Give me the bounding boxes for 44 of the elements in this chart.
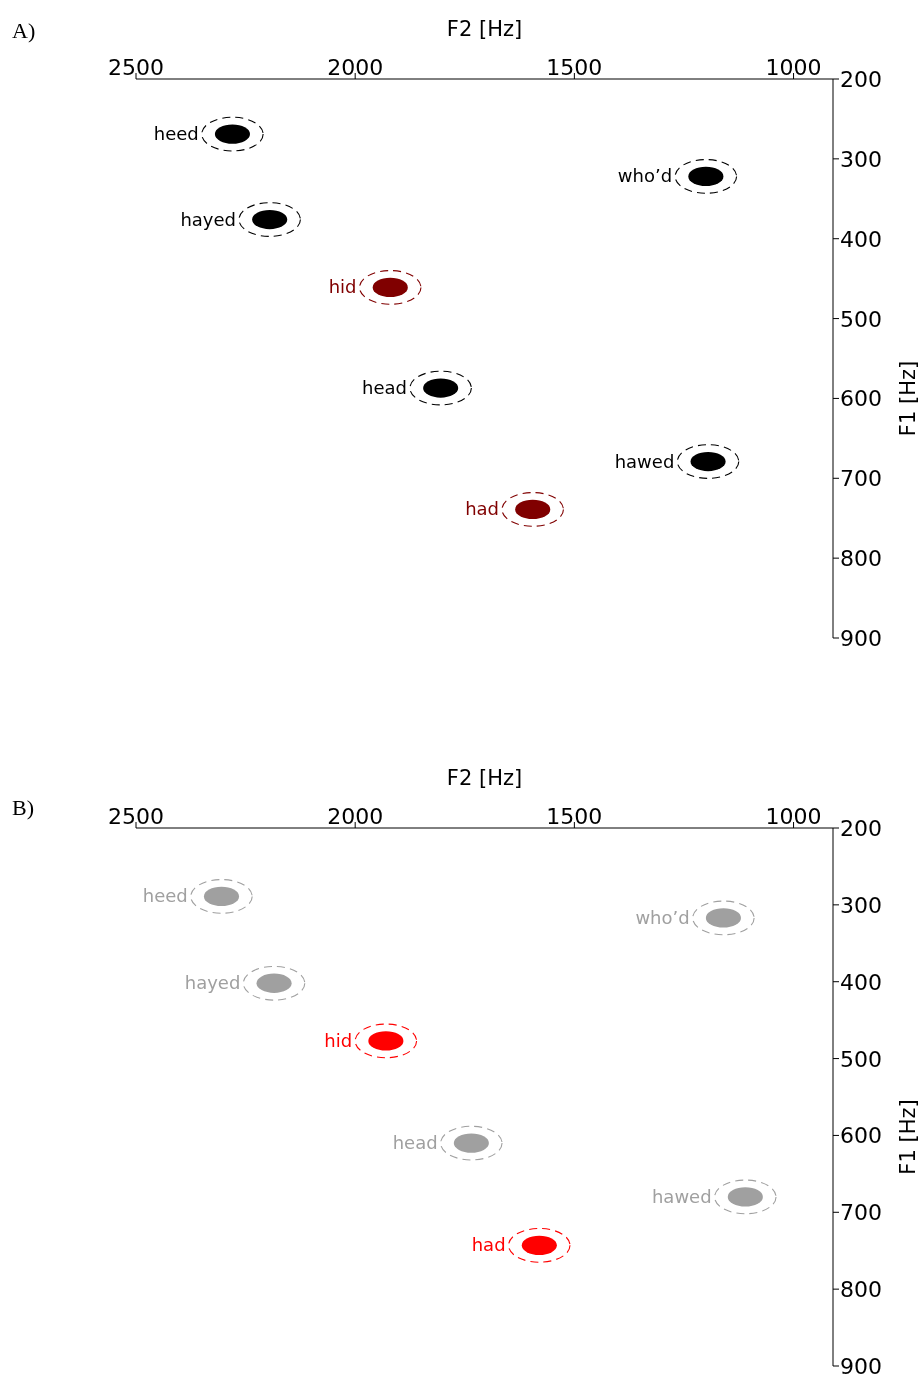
- annotation: hayed: [180, 208, 236, 230]
- y-tick-label: 400: [840, 226, 882, 252]
- annotation: who’d: [635, 906, 690, 928]
- chart-title: B): [12, 795, 34, 820]
- x-tick-label: 2500: [108, 55, 164, 80]
- annotation: hayed: [184, 972, 241, 994]
- y-tick-label: 400: [840, 969, 882, 995]
- annotation: heed: [142, 885, 188, 907]
- x-tick-label: 1500: [546, 804, 603, 829]
- y-tick-label: 500: [840, 1046, 882, 1072]
- x-axis-title: F2 [Hz]: [446, 766, 523, 790]
- y-tick-label: 300: [840, 146, 882, 172]
- y-tick-label: 600: [840, 1123, 882, 1149]
- y-tick-label: 900: [840, 1354, 882, 1379]
- annotation: had: [465, 498, 500, 520]
- annotation: hid: [324, 1029, 353, 1051]
- x-tick-label: 1500: [546, 55, 603, 80]
- y-tick-label: 700: [840, 466, 882, 492]
- y-tick-label: 300: [840, 892, 882, 918]
- x-tick-label: 2500: [108, 804, 164, 829]
- y-tick-label: 900: [840, 626, 882, 651]
- x-axis-title: F2 [Hz]: [446, 17, 523, 41]
- chart-title: A): [12, 18, 36, 43]
- y-tick-label: 200: [840, 816, 882, 841]
- y-tick-label: 600: [840, 386, 882, 412]
- annotation: hawed: [651, 1185, 712, 1207]
- annotation: head: [362, 377, 407, 399]
- annotation: hid: [328, 276, 357, 298]
- annotation: head: [392, 1132, 438, 1154]
- y-axis-title: F1 [Hz]: [896, 360, 920, 437]
- annotation: who’d: [617, 165, 673, 187]
- x-tick-label: 2000: [327, 804, 384, 829]
- y-tick-label: 500: [840, 306, 882, 332]
- annotation: heed: [153, 123, 199, 145]
- x-tick-label: 1000: [765, 55, 822, 80]
- x-tick-label: 2000: [327, 55, 384, 80]
- y-tick-label: 800: [840, 1277, 882, 1303]
- x-tick-label: 1000: [765, 804, 822, 829]
- y-axis-title: F1 [Hz]: [896, 1099, 920, 1175]
- annotation: had: [471, 1234, 506, 1256]
- y-tick-label: 700: [840, 1200, 882, 1226]
- annotation: hawed: [614, 450, 675, 472]
- y-tick-label: 800: [840, 546, 882, 572]
- y-tick-label: 200: [840, 67, 882, 92]
